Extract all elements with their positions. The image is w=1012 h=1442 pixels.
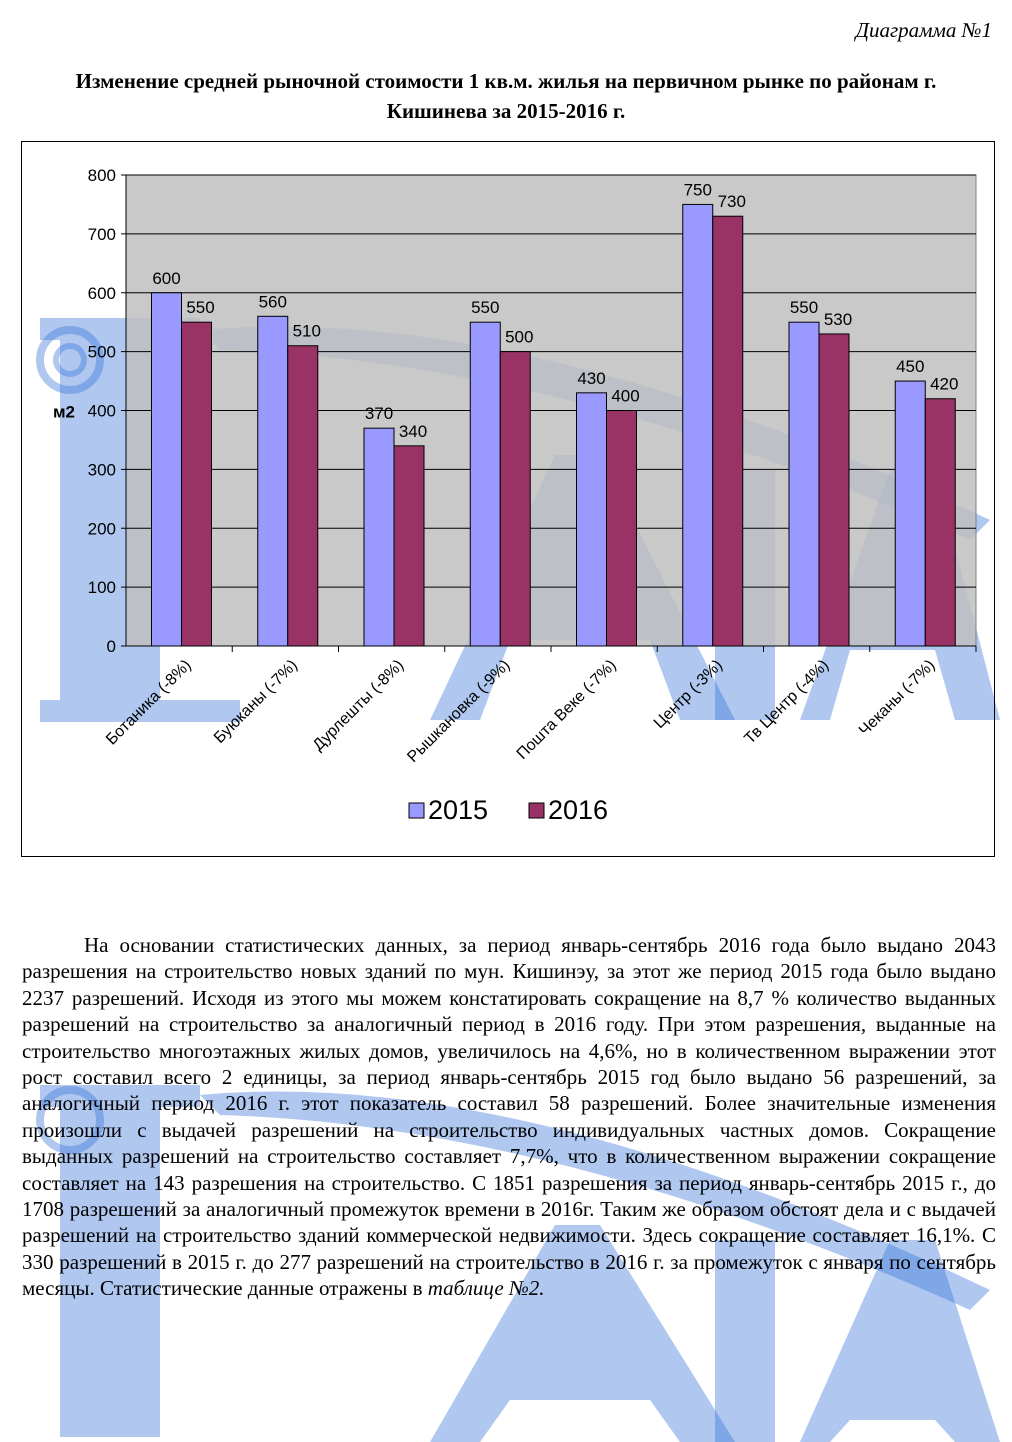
chart-frame: 0 100 200 300 400 500 600 700 800 м2 600 550 Ботаник… — [21, 141, 995, 857]
data-label-2016: 500 — [505, 328, 533, 347]
data-label-2016: 510 — [293, 322, 321, 341]
category-label: Рышкановка (-9%) — [404, 657, 513, 766]
data-label-2016: 340 — [399, 422, 427, 441]
category-label: Буюканы (-7%) — [211, 657, 301, 747]
y-tick-label: 100 — [88, 578, 116, 597]
bar-2016 — [712, 215, 744, 647]
data-label-2015: 600 — [152, 269, 180, 288]
diagram-number-label: Диаграмма №1 — [855, 18, 992, 42]
bar-2016 — [181, 321, 212, 647]
legend-label-2015: 2015 — [428, 795, 488, 825]
legend-swatch-2015 — [408, 802, 425, 819]
y-tick-label: 800 — [88, 166, 116, 185]
y-axis-label: м2 — [53, 403, 75, 422]
y-tick-label: 500 — [88, 343, 116, 362]
data-label-2015: 450 — [896, 357, 924, 376]
body-paragraph-text: На основании статистических данных, за п… — [22, 933, 996, 1301]
bar-2015 — [257, 315, 289, 647]
data-label-2016: 530 — [824, 310, 852, 329]
bar-2015 — [469, 321, 501, 647]
data-label-2016: 400 — [611, 387, 639, 406]
bar-2015 — [363, 427, 395, 647]
bar-2015 — [682, 203, 714, 647]
category-label: Пошта Веке (-7%) — [514, 657, 620, 763]
bar-2015 — [894, 380, 926, 647]
y-tick-label: 600 — [88, 284, 116, 303]
data-label-2015: 370 — [365, 404, 393, 423]
body-text: На основании статистических данных, за п… — [22, 932, 996, 1302]
bar-2015 — [151, 292, 182, 647]
bar-2015 — [576, 392, 607, 647]
category-label: Чеканы (-7%) — [856, 657, 939, 740]
bar-2016 — [924, 398, 956, 647]
data-label-2015: 750 — [684, 180, 712, 199]
y-tick-label: 0 — [107, 637, 116, 656]
y-tick-label: 400 — [88, 402, 116, 421]
legend-swatch-2016 — [528, 802, 545, 819]
data-label-2016: 550 — [186, 298, 214, 317]
data-label-2015: 560 — [259, 292, 287, 311]
chart-title: Изменение средней рыночной стоимости 1 к… — [75, 69, 937, 123]
data-label-2015: 430 — [577, 369, 605, 388]
bar-2016 — [606, 410, 637, 647]
data-label-2016: 420 — [930, 375, 958, 394]
category-label: Тв Центр (-4%) — [741, 657, 832, 748]
y-tick-label: 700 — [88, 225, 116, 244]
bar-2016 — [393, 445, 425, 647]
category-label: Дурлешты (-8%) — [310, 657, 407, 754]
data-label-2016: 730 — [718, 192, 746, 211]
category-label: Центр (-3%) — [651, 657, 726, 732]
bar-2015 — [788, 321, 820, 647]
bar-2016 — [818, 333, 850, 647]
table-reference: таблице №2. — [427, 1276, 545, 1301]
y-tick-label: 300 — [88, 460, 116, 479]
body-paragraph: На основании статистических данных, за п… — [22, 932, 996, 1302]
legend-label-2016: 2016 — [548, 795, 608, 825]
data-label-2015: 550 — [471, 298, 499, 317]
category-label: Ботаника (-8%) — [103, 657, 195, 749]
y-tick-label: 200 — [88, 519, 116, 538]
bar-2016 — [499, 351, 531, 647]
bar-2016 — [287, 345, 319, 647]
data-label-2015: 550 — [790, 298, 818, 317]
bar-chart: 0 100 200 300 400 500 600 700 800 м2 600 550 Ботаник… — [53, 166, 977, 825]
